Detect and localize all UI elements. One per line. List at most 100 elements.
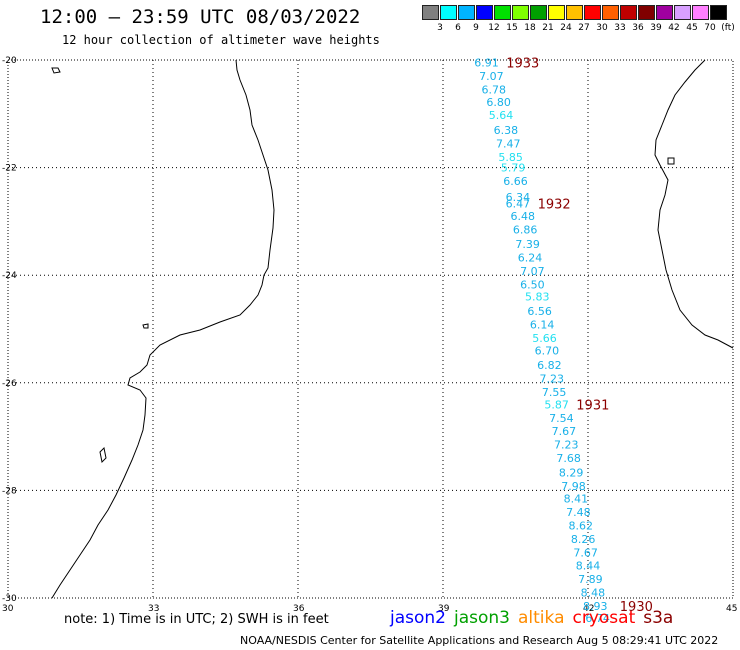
- swh-value: 6.80: [486, 96, 511, 109]
- coastline-island: [667, 157, 675, 165]
- footer-note: note: 1) Time is in UTC; 2) SWH is in fe…: [64, 612, 329, 627]
- cycle-label: 1931: [576, 398, 609, 413]
- legend-tick-label: (ft): [721, 23, 735, 33]
- legend-tick-label: 9: [473, 23, 479, 33]
- swh-value: 6.82: [537, 359, 562, 372]
- legend-swatch: [440, 5, 457, 20]
- cycle-label: 1932: [538, 198, 571, 213]
- swh-value: 6.38: [494, 124, 519, 137]
- lat-lon-grid: [7, 59, 734, 599]
- lat-label: -30: [2, 594, 17, 604]
- swh-value: 7.07: [479, 70, 504, 83]
- legend-swatch: [566, 5, 583, 20]
- cycle-label: 1930: [620, 600, 653, 615]
- satellite-label: cryosat: [572, 608, 636, 628]
- legend-tick-label: 6: [455, 23, 461, 33]
- legend-tick-label: 36: [632, 23, 644, 33]
- legend-tick-label: 70: [704, 23, 716, 33]
- footer-credit: NOAA/NESDIS Center for Satellite Applica…: [240, 634, 719, 647]
- swh-value: 6.78: [482, 84, 507, 97]
- swh-value: 7.47: [496, 137, 521, 150]
- satellite-label: jason2: [390, 608, 446, 628]
- legend-swatch: [638, 5, 655, 20]
- lon-label: 33: [148, 604, 159, 614]
- swh-value: 6.14: [530, 319, 555, 332]
- page-title: 12:00 – 23:59 UTC 08/03/2022: [40, 6, 361, 28]
- swh-value: 6.66: [503, 175, 528, 188]
- swh-value: 7.07: [520, 265, 545, 278]
- swh-value: 5.64: [489, 109, 514, 122]
- legend-swatch: [548, 5, 565, 20]
- swh-value: 7.89: [578, 573, 603, 586]
- altimeter-track: 6.917.076.786.805.646.387.475.855.796.66…: [474, 57, 610, 625]
- legend-swatch: [422, 5, 439, 20]
- legend-swatch: [476, 5, 493, 20]
- swh-value: 7.67: [552, 425, 577, 438]
- legend-swatch: [494, 5, 511, 20]
- coastline-africa: [51, 59, 275, 599]
- swh-value: 7.23: [554, 439, 579, 452]
- legend-swatch: [458, 5, 475, 20]
- swh-value: 8.26: [571, 533, 596, 546]
- swh-value: 5.85: [498, 151, 523, 164]
- lon-label: 36: [293, 604, 305, 614]
- legend-swatch: [674, 5, 691, 20]
- swh-value: 7.98: [561, 480, 586, 493]
- swh-value: 6.74: [585, 612, 610, 625]
- legend-swatch: [584, 5, 601, 20]
- legend-swatch: [530, 5, 547, 20]
- satellite-label: s3a: [643, 608, 674, 628]
- satellite-legend: jason2 jason3 altika cryosat s3a: [390, 608, 681, 628]
- swh-value: 7.68: [556, 452, 581, 465]
- legend-tick-label: 27: [578, 23, 590, 33]
- cycle-label: 1933: [506, 57, 539, 72]
- swh-value: 7.23: [540, 372, 565, 385]
- swh-value: 8.62: [569, 519, 594, 532]
- lon-label: 39: [438, 604, 450, 614]
- swh-value: 6.91: [474, 57, 499, 70]
- swh-value: 6.34: [506, 191, 531, 204]
- legend-swatch: [692, 5, 709, 20]
- coastline-island: [99, 446, 107, 464]
- swh-value: 8.48: [581, 587, 606, 600]
- swh-value: 5.66: [532, 332, 557, 345]
- page-subtitle: 12 hour collection of altimeter wave hei…: [62, 33, 380, 47]
- coastline-island: [51, 67, 61, 74]
- swh-value: 6.48: [511, 210, 536, 223]
- legend-tick-label: 24: [560, 23, 572, 33]
- lat-label: -20: [2, 56, 17, 66]
- legend-tick-label: 3: [437, 23, 443, 33]
- legend-tick-label: 33: [614, 23, 626, 33]
- coastline-island: [142, 323, 149, 329]
- swh-value: 6.86: [513, 223, 538, 236]
- legend-swatch: [620, 5, 637, 20]
- swh-value: 8.29: [559, 467, 584, 480]
- swh-value: 7.67: [573, 546, 598, 559]
- swh-value: 6.24: [518, 251, 543, 264]
- swh-value: 7.54: [549, 412, 574, 425]
- legend-tick-label: 39: [650, 23, 662, 33]
- legend-swatch: [656, 5, 673, 20]
- legend-swatch: [710, 5, 727, 20]
- legend-tick-label: 18: [524, 23, 536, 33]
- coastline-madagascar: [654, 59, 734, 349]
- legend-tick-label: 15: [506, 23, 518, 33]
- lat-label: -24: [2, 271, 17, 281]
- swh-value: 8.41: [564, 492, 589, 505]
- swh-value: 6.70: [535, 345, 560, 358]
- legend-tick-label: 45: [686, 23, 698, 33]
- lat-label: -26: [2, 379, 17, 389]
- swh-value: 5.87: [544, 398, 569, 411]
- legend-tick-label: 42: [668, 23, 680, 33]
- lon-label: 30: [2, 604, 14, 614]
- lon-label: 42: [583, 604, 594, 614]
- swh-value: 7.55: [542, 386, 567, 399]
- swh-value: 7.48: [566, 506, 591, 519]
- lon-label: 45: [726, 604, 737, 614]
- map-frame: [7, 59, 734, 599]
- cycle-labels: 1933 1932 1931 1930: [506, 57, 653, 615]
- legend-tick-label: 21: [542, 23, 554, 33]
- satellite-label: altika: [518, 608, 565, 628]
- swh-value: 6.47: [506, 198, 531, 211]
